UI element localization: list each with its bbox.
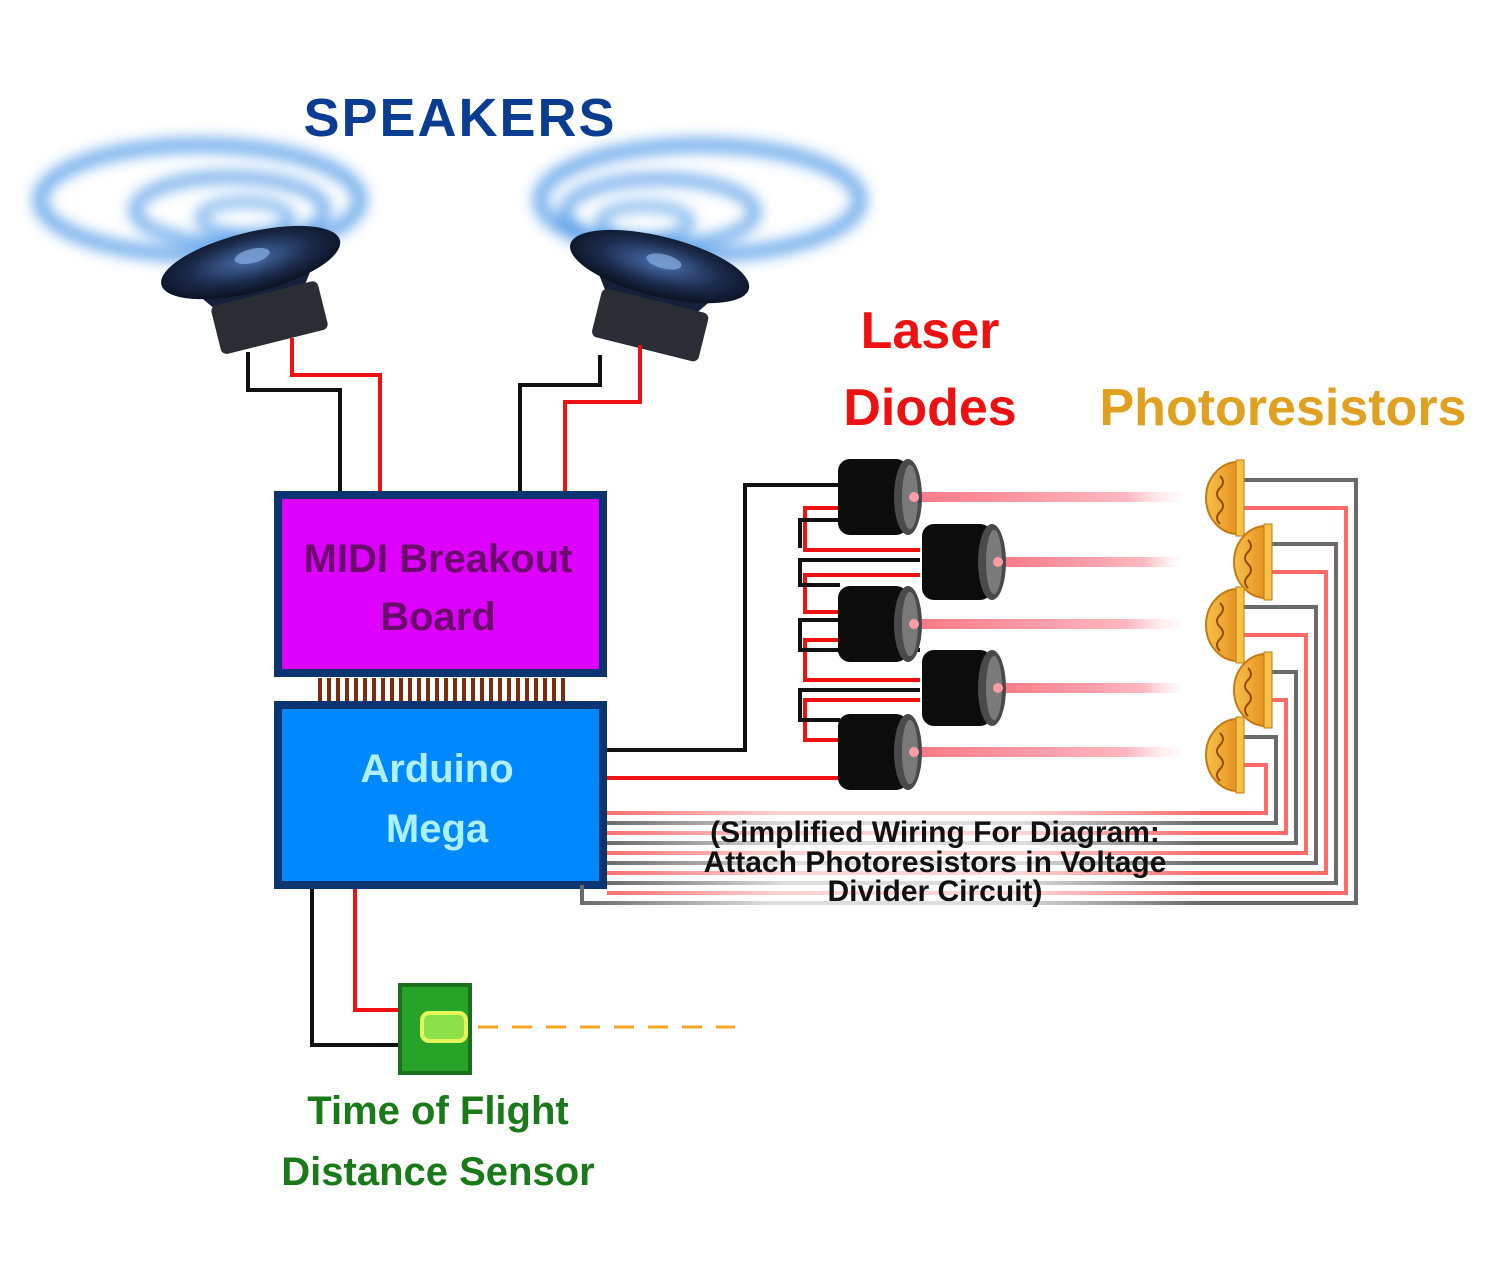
laser-diode-icon [922,650,1006,726]
speaker-wires [246,338,642,495]
wire-bundle [580,811,1200,905]
photoresistors-label: Photoresistors [1100,379,1467,437]
wiring-note-line3: Divider Circuit) [827,875,1042,908]
speakers-label: SPEAKERS [303,88,616,148]
tof-label-line1: Time of Flight [307,1089,568,1133]
tof-wires [310,889,400,1047]
laser-diode-icon [922,524,1006,600]
header-pins [318,678,565,702]
photoresistor-icon [1233,651,1273,729]
sound-waves [33,138,867,262]
midi-board-label-line2: Board [380,595,496,639]
laser-diode-icon [838,586,922,662]
midi-breakout-board [274,491,607,677]
speaker-icon [570,229,750,362]
photoresistors [1205,459,1273,794]
laser-wires [607,483,920,780]
laser-diode-icon [838,714,922,790]
photoresistor-icon [1205,716,1245,794]
tof-label-line2: Distance Sensor [281,1150,594,1194]
laser-diodes [838,459,1006,790]
wiring-note-line1: (Simplified Wiring For Diagram: [710,816,1160,849]
arduino-label-line2: Mega [386,807,489,851]
photoresistor-icon [1205,459,1245,537]
wiring-note-line2: Attach Photoresistors in Voltage [704,846,1167,879]
photoresistor-icon [1205,586,1245,664]
speaker-icon [161,225,341,354]
arduino-mega-board [274,701,607,889]
laser-diode-icon [838,459,922,535]
laser-diodes-label-line2: Diodes [843,379,1016,437]
laser-diodes-label-line1: Laser [861,302,1000,360]
arduino-label-line1: Arduino [360,747,513,791]
photoresistor-icon [1233,523,1273,601]
midi-board-label-line1: MIDI Breakout [304,537,573,581]
distance-sensor-icon [398,983,735,1075]
photoresistor-wires [1200,478,1358,905]
laser-beams [916,492,1180,757]
